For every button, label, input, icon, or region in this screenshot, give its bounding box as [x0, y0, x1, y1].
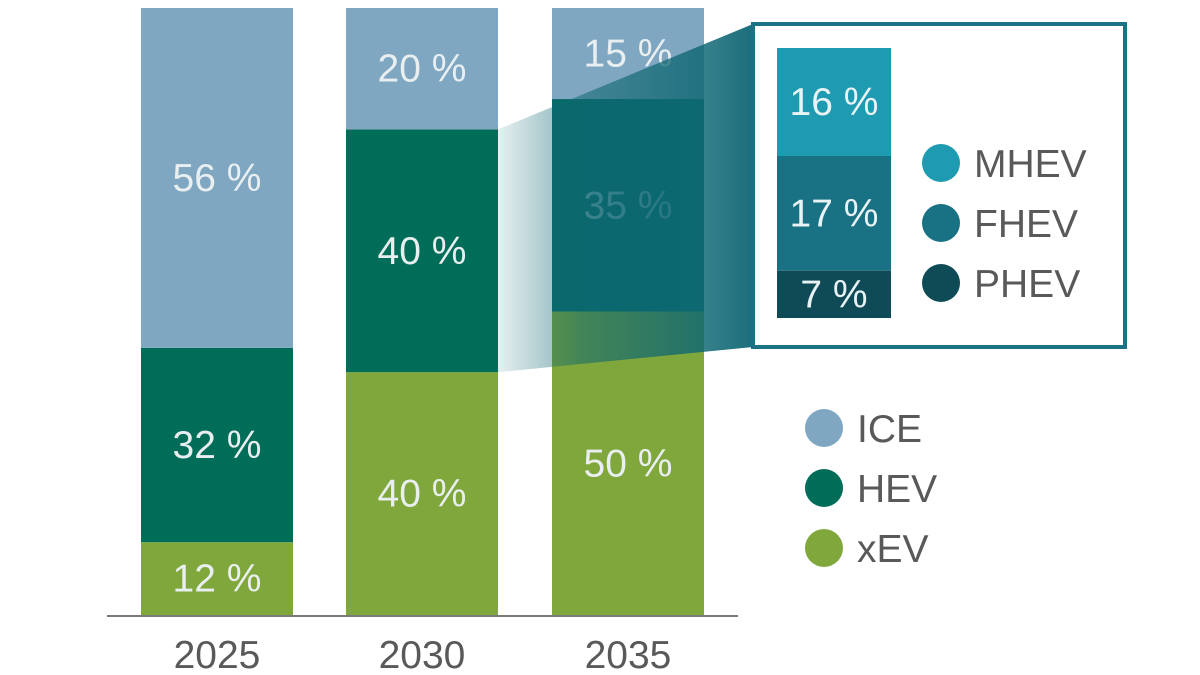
breakdown-bar-fhev — [777, 156, 891, 271]
legend-marker-mhev — [922, 144, 960, 182]
x-tick-label-2025: 2025 — [174, 634, 261, 675]
legend-marker-phev — [922, 264, 960, 302]
bar-xev-2030 — [346, 372, 498, 615]
legend-label-phev: PHEV — [974, 263, 1080, 306]
legend-label-hev: HEV — [857, 468, 937, 511]
legend-marker-xev — [805, 529, 843, 567]
bar-xev-2025 — [141, 542, 293, 615]
bar-hev-2030 — [346, 129, 498, 373]
data-label-ice-2025: 56 % — [173, 157, 262, 200]
breakdown-bar-mhev — [777, 48, 891, 156]
data-label-hev-2030: 40 % — [378, 230, 467, 273]
data-label-hev-2025: 32 % — [173, 424, 262, 467]
breakdown-label-fhev: 17 % — [790, 192, 879, 235]
breakdown-label-phev: 7 % — [800, 273, 867, 316]
data-label-ice-2030: 20 % — [378, 48, 467, 91]
bar-ice-2030 — [346, 8, 498, 130]
bar-hev-2025 — [141, 347, 293, 543]
data-label-xev-2035: 50 % — [584, 442, 673, 485]
legend-marker-ice — [805, 409, 843, 447]
legend-label-ice: ICE — [857, 408, 922, 451]
x-tick-label-2030: 2030 — [379, 634, 466, 675]
data-label-xev-2025: 12 % — [173, 558, 262, 601]
breakdown-bar-phev — [777, 270, 891, 318]
zoom-highlight-hev-2035 — [552, 99, 704, 312]
data-label-xev-2030: 40 % — [378, 473, 467, 516]
legend-marker-fhev — [922, 204, 960, 242]
legend-label-xev: xEV — [857, 528, 929, 571]
legend-marker-hev — [805, 469, 843, 507]
bar-ice-2025 — [141, 8, 293, 348]
legend-label-fhev: FHEV — [974, 203, 1078, 246]
x-tick-label-2035: 2035 — [585, 634, 672, 675]
legend-label-mhev: MHEV — [974, 143, 1087, 186]
breakdown-label-mhev: 16 % — [790, 81, 879, 124]
